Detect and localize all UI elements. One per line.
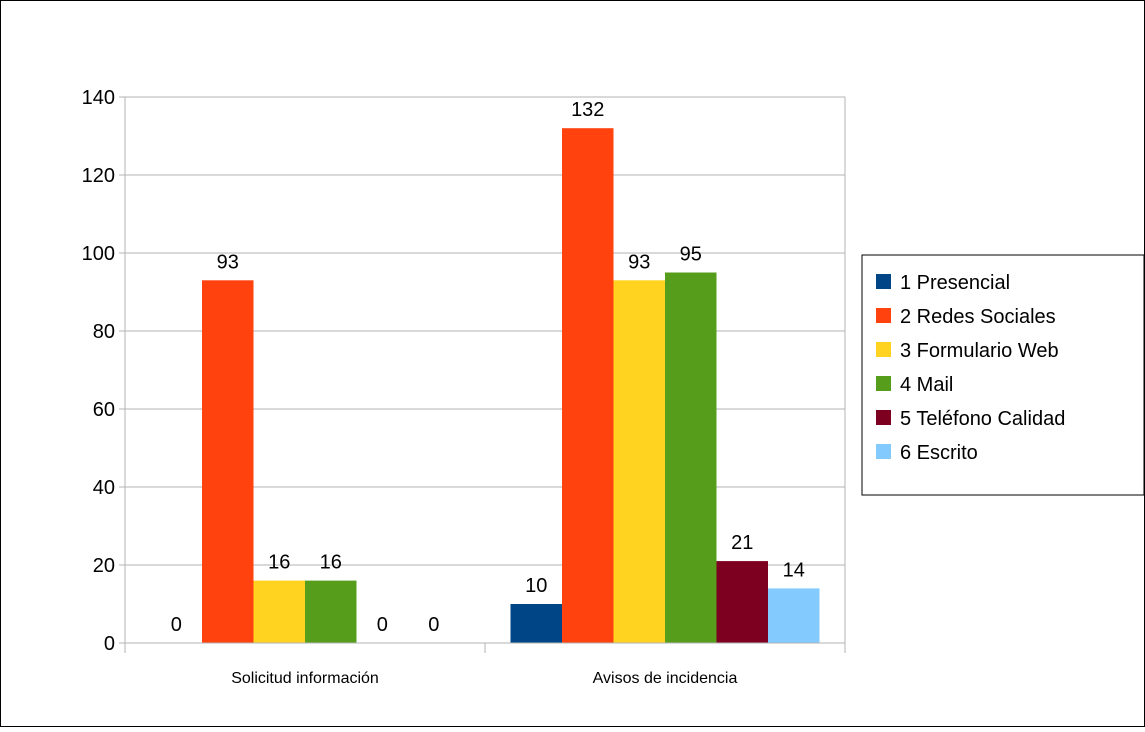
bar: [202, 280, 254, 643]
legend-label: 4 Mail: [900, 374, 953, 396]
legend-label: 1 Presencial: [900, 272, 1010, 294]
legend-swatch: [876, 410, 891, 425]
data-label: 0: [377, 614, 388, 636]
axes: [119, 96, 846, 653]
legend: 1 Presencial 2 Redes Sociales 3 Formulario…: [861, 254, 1145, 496]
data-label: 16: [268, 552, 290, 574]
data-label: 93: [628, 251, 650, 273]
x-category-label: Solicitud información: [231, 670, 379, 687]
bar: [510, 604, 562, 643]
legend-swatch: [876, 376, 891, 391]
x-category-label: Avisos de incidencia: [593, 670, 738, 687]
legend-swatch: [876, 342, 891, 357]
legend-label: 3 Formulario Web: [900, 340, 1059, 362]
bar: [613, 280, 665, 643]
bars: [202, 128, 820, 643]
data-label: 21: [731, 532, 753, 554]
bar: [665, 272, 717, 643]
y-tick-label: 80: [93, 321, 115, 343]
data-label: 16: [320, 552, 342, 574]
data-label: 132: [571, 99, 604, 121]
bar: [716, 561, 768, 643]
legend-label: 2 Redes Sociales: [900, 306, 1056, 328]
legend-box: [861, 254, 1145, 496]
legend-swatch: [876, 308, 891, 323]
y-tick-label: 140: [82, 87, 115, 109]
data-label: 95: [680, 244, 702, 266]
y-tick-label: 0: [104, 633, 115, 655]
y-tick-label: 60: [93, 399, 115, 421]
legend-label: 5 Teléfono Calidad: [900, 408, 1065, 430]
legend-swatch: [876, 444, 891, 459]
bar: [253, 580, 305, 643]
y-tick-label: 120: [82, 165, 115, 187]
data-label: 0: [171, 614, 182, 636]
y-tick-label: 40: [93, 477, 115, 499]
y-tick-label: 100: [82, 243, 115, 265]
data-label: 93: [217, 251, 239, 273]
data-label: 14: [783, 559, 805, 581]
legend-swatch: [876, 274, 891, 289]
y-tick-label: 20: [93, 555, 115, 577]
bar: [562, 128, 614, 643]
data-label: 10: [525, 575, 547, 597]
legend-label: 6 Escrito: [900, 442, 978, 464]
bar: [768, 588, 820, 643]
data-label: 0: [428, 614, 439, 636]
bar: [305, 580, 357, 643]
